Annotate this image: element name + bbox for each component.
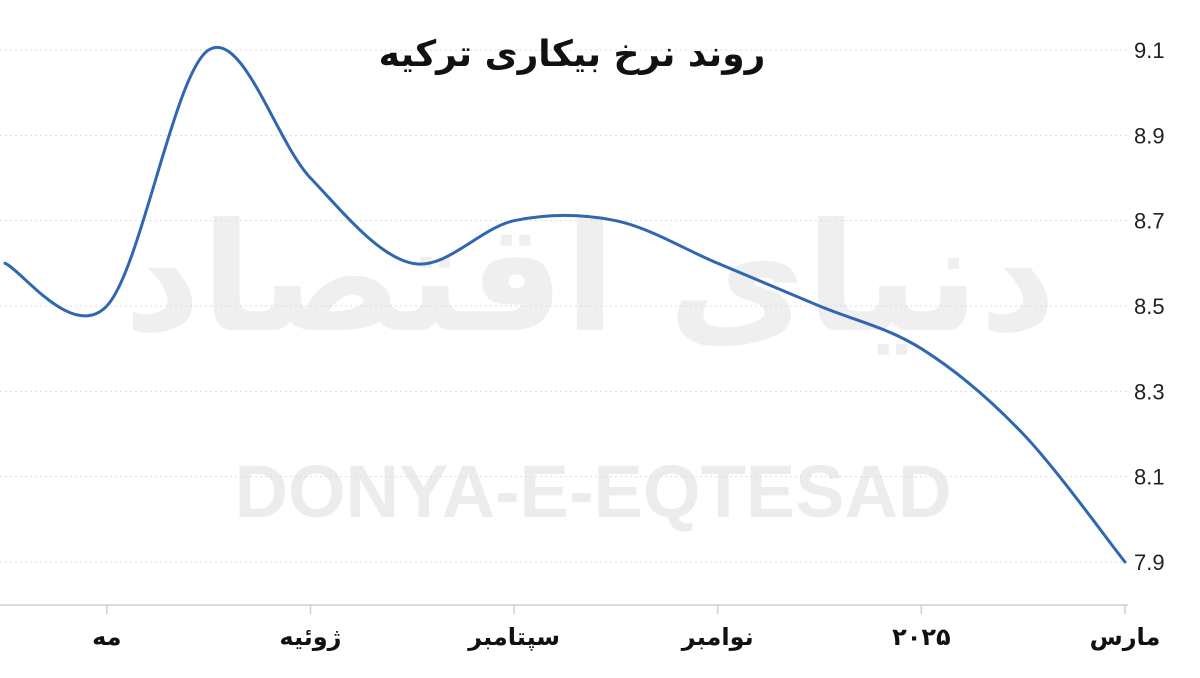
y-tick-label: 8.7 — [1134, 209, 1165, 234]
y-tick-label: 8.5 — [1134, 294, 1165, 319]
x-tick-label: ژوئیه — [279, 623, 341, 651]
x-tick-label: مارس — [1090, 623, 1161, 651]
y-tick-label: 8.3 — [1134, 379, 1165, 404]
y-tick-label: 9.1 — [1134, 38, 1165, 63]
y-tick-label: 7.9 — [1134, 550, 1165, 575]
x-tick-label: مه — [92, 623, 121, 651]
x-tick-labels: مه ژوئیه سپتامبر نوامبر ۲۰۲۵ مارس — [92, 623, 1160, 651]
watermark: دنیای اقتصاد DONYA-E-EQTESAD — [124, 192, 1057, 533]
gridlines — [0, 49, 1128, 563]
x-tick-label: ۲۰۲۵ — [892, 623, 951, 651]
series-line — [3, 45, 1127, 564]
y-tick-label: 8.9 — [1134, 123, 1165, 148]
y-tick-labels: 7.9 8.1 8.3 8.5 8.7 8.9 9.1 — [1134, 38, 1165, 575]
watermark-en: DONYA-E-EQTESAD — [235, 450, 952, 533]
y-tick-label: 8.1 — [1134, 465, 1165, 490]
x-tick-label: نوامبر — [681, 623, 754, 651]
chart-title: روند نرخ بیکاری ترکیه — [379, 34, 766, 75]
x-tick-marks — [106, 605, 1126, 614]
x-tick-label: سپتامبر — [467, 623, 560, 651]
